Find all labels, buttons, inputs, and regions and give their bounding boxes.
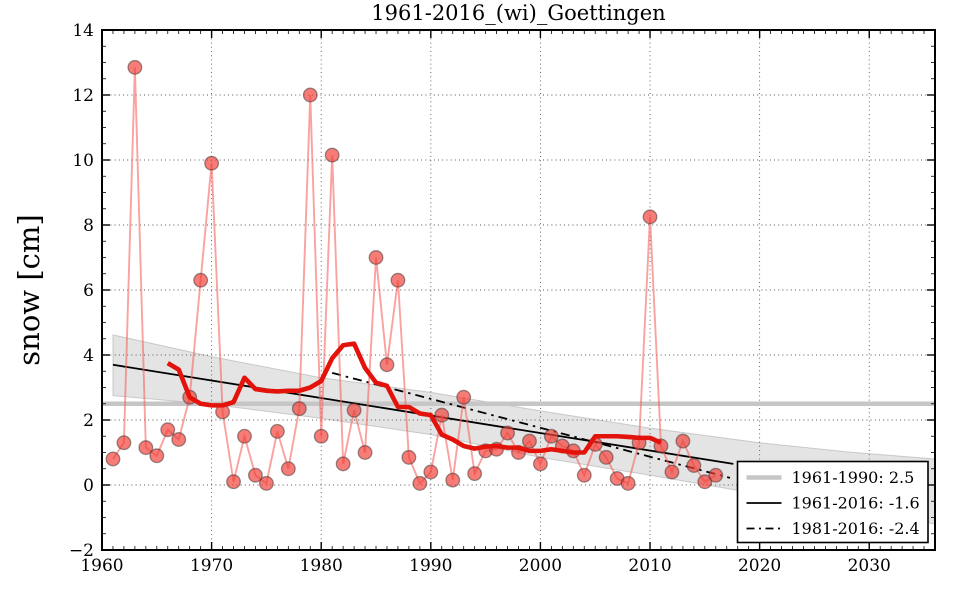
data-point (686, 458, 702, 473)
y-tick-label: 2 (83, 411, 94, 431)
data-point (171, 432, 187, 447)
y-tick-label: 6 (83, 281, 94, 301)
running-mean-layer (166, 341, 662, 455)
trend-1981-2016 (331, 372, 731, 479)
data-point (127, 59, 143, 75)
data-point (291, 401, 307, 417)
trend-1981-2016-layer (331, 372, 731, 479)
data-point (532, 456, 548, 472)
data-point (390, 272, 406, 288)
data-point (423, 464, 439, 480)
data-point (313, 428, 329, 444)
data-point (138, 440, 154, 456)
y-tick-label: 12 (72, 86, 94, 106)
legend-label: 1961-1990: 2.5 (792, 468, 915, 487)
running-mean-line (166, 341, 662, 455)
x-tick-label: 1960 (80, 556, 123, 576)
data-point (302, 87, 318, 103)
x-tick-label: 2010 (628, 556, 671, 576)
y-tick-label: 4 (83, 346, 94, 366)
data-point (379, 357, 395, 373)
data-point (434, 407, 450, 423)
data-point (105, 451, 121, 467)
data-point (280, 461, 296, 477)
data-point (522, 433, 537, 449)
y-tick-label: 10 (72, 151, 94, 171)
data-point (193, 272, 209, 288)
data-point (269, 423, 285, 439)
legend: 1961-1990: 2.5 1961-2016: -1.6 1981-2016: … (736, 460, 929, 544)
x-tick-label: 2000 (519, 556, 562, 576)
data-point (697, 474, 713, 490)
data-point (226, 474, 241, 490)
y-tick-label: 14 (72, 21, 94, 41)
data-point (160, 422, 176, 438)
y-axis-label: snow [cm] (12, 214, 46, 366)
y-tick-labels: −2 0 2 4 6 8 10 12 14 (69, 21, 94, 561)
data-point (346, 402, 362, 418)
x-tick-label: 2030 (848, 556, 891, 576)
ticks (101, 29, 935, 551)
data-point (116, 435, 132, 451)
data-point (335, 456, 351, 472)
data-point (598, 449, 614, 465)
data-point (642, 209, 658, 225)
data-point (664, 464, 680, 480)
legend-label: 1981-2016: -2.4 (792, 519, 920, 538)
x-tick-label: 1970 (190, 556, 233, 576)
data-point (149, 448, 165, 464)
data-point (324, 147, 340, 163)
data-point (543, 428, 559, 444)
x-tick-label: 1980 (300, 556, 343, 576)
y-tick-label: 8 (83, 216, 94, 236)
y-tick-label: −2 (69, 541, 94, 561)
chart-title: 1961-2016_(wi)_Goettingen (371, 1, 666, 25)
data-point (445, 472, 461, 488)
data-point (500, 425, 515, 441)
legend-label: 1961-2016: -1.6 (792, 494, 920, 513)
data-point (467, 466, 483, 482)
data-point (620, 475, 636, 491)
y-tick-label: 0 (83, 476, 94, 496)
data-point (401, 449, 417, 465)
x-tick-labels: 1960 1970 1980 1990 2000 2010 2020 2030 (80, 556, 891, 576)
data-point (357, 445, 373, 460)
data-point (247, 467, 263, 483)
data-point (675, 433, 691, 449)
data-point (204, 155, 220, 171)
data-point (237, 428, 252, 444)
data-point (258, 475, 274, 491)
data-point (576, 467, 592, 483)
x-tick-label: 2020 (738, 556, 781, 576)
data-point (412, 475, 428, 491)
annual-series (105, 59, 724, 491)
data-point (368, 250, 384, 265)
x-tick-label: 1990 (409, 556, 452, 576)
data-point (708, 467, 724, 483)
data-point (456, 389, 472, 405)
